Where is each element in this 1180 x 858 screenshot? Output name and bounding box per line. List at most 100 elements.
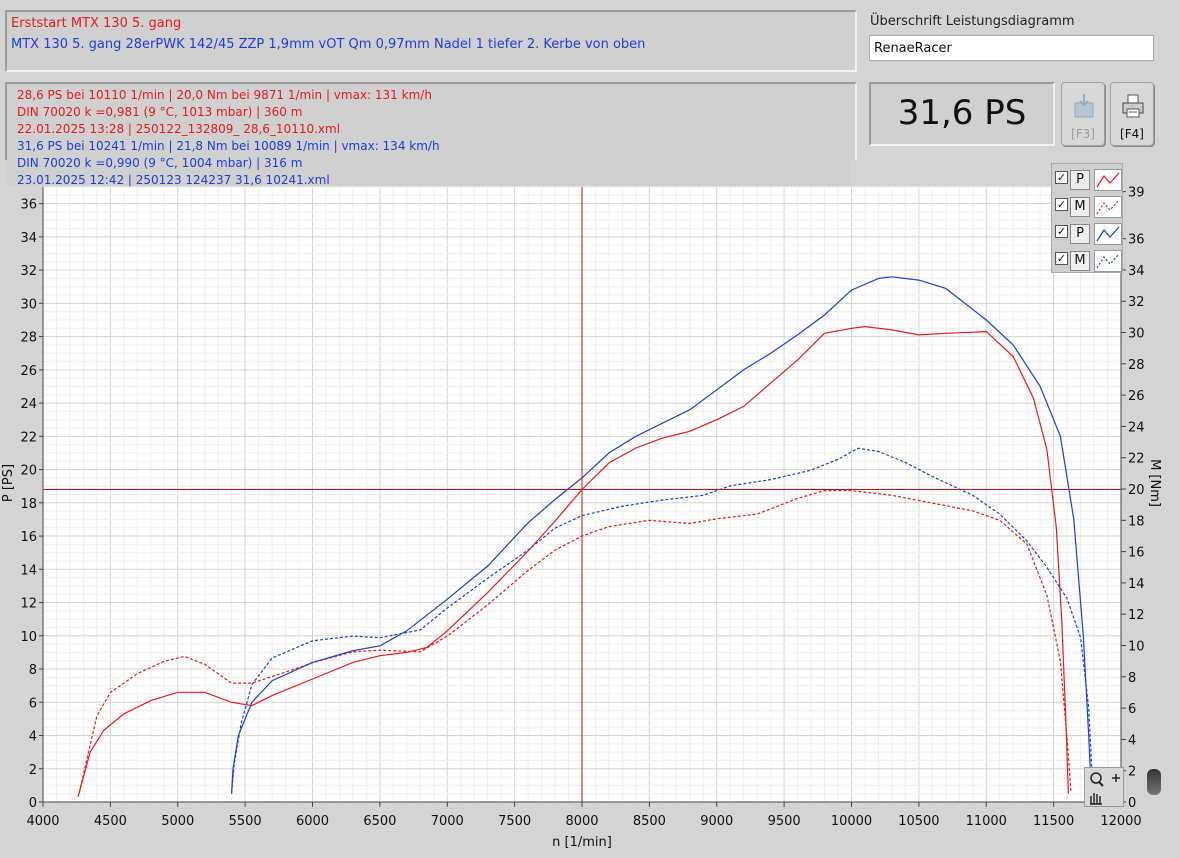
legend-letter[interactable]: P [1070, 224, 1090, 244]
y-tick-label: 12 [20, 597, 37, 612]
title-panel: Erststart MTX 130 5. gang MTX 130 5. gan… [5, 10, 857, 72]
f4-button[interactable]: [F4] [1110, 82, 1154, 146]
series-4-torque-line [231, 447, 1094, 793]
legend-row[interactable]: ✓ P [1054, 221, 1122, 247]
legend-checkbox[interactable]: ✓ [1055, 225, 1068, 238]
x-axis-label: n [1/min] [552, 835, 612, 850]
run1-summary: 28,6 PS bei 10110 1/min | 20,0 Nm bei 98… [17, 88, 432, 102]
y2-tick-label: 16 [1128, 546, 1145, 561]
y2-tick-label: 20 [1128, 483, 1145, 498]
run2-din: DIN 70020 k =0,990 (9 °C, 1004 mbar) | 3… [17, 156, 303, 170]
y-tick-label: 20 [20, 464, 37, 479]
y2-tick-label: 34 [1128, 264, 1145, 279]
x-tick-label: 8000 [565, 814, 598, 829]
x-tick-label: 12000 [1100, 814, 1141, 829]
f4-label: [F4] [1120, 127, 1144, 141]
y2-tick-label: 22 [1128, 452, 1145, 467]
info-panel: 28,6 PS bei 10110 1/min | 20,0 Nm bei 98… [7, 84, 850, 187]
zoom-pan-icon [1090, 772, 1120, 805]
legend-line-sample [1094, 250, 1122, 272]
y2-tick-label: 2 [1128, 765, 1136, 780]
x-tick-label: 4000 [26, 814, 59, 829]
y-tick-label: 30 [20, 297, 37, 312]
x-tick-label: 8500 [633, 814, 666, 829]
legend-line-sample [1094, 169, 1122, 191]
legend-row[interactable]: ✓ M [1054, 194, 1122, 220]
y-tick-label: 14 [20, 563, 37, 578]
y-axis-label: P [PS] [1, 464, 16, 502]
y-tick-label: 8 [29, 663, 37, 678]
run2-summary: 31,6 PS bei 10241 1/min | 21,8 Nm bei 10… [17, 139, 440, 153]
y2-tick-label: 36 [1128, 233, 1145, 248]
series-1-power-line [77, 325, 1069, 798]
legend-checkbox[interactable]: ✓ [1055, 252, 1068, 265]
legend-letter[interactable]: M [1070, 197, 1090, 217]
y-tick-label: 18 [20, 497, 37, 512]
y-tick-label: 4 [29, 730, 37, 745]
x-tick-label: 5000 [161, 814, 194, 829]
legend-line-sample [1094, 196, 1122, 218]
f3-button[interactable]: [F3] [1061, 82, 1105, 146]
f3-label: [F3] [1071, 127, 1095, 141]
x-tick-label: 10500 [898, 814, 939, 829]
y2-tick-label: 30 [1128, 327, 1145, 342]
legend: ✓ P ✓ M ✓ P ✓ M [1051, 163, 1123, 273]
x-tick-label: 11000 [966, 814, 1007, 829]
heading-label: Überschrift Leistungsdiagramm [870, 14, 1075, 29]
y2-tick-label: 12 [1128, 608, 1145, 623]
x-tick-label: 10000 [831, 814, 872, 829]
series-group [77, 276, 1094, 798]
y-tick-label: 22 [20, 430, 37, 445]
y2-tick-label: 18 [1128, 514, 1145, 529]
x-tick-label: 9000 [700, 814, 733, 829]
run1-din: DIN 70020 k =0,981 (9 °C, 1013 mbar) | 3… [17, 105, 303, 119]
y2-tick-label: 26 [1128, 389, 1145, 404]
x-tick-label: 4500 [94, 814, 127, 829]
legend-letter[interactable]: P [1070, 170, 1090, 190]
y2-tick-label: 32 [1128, 295, 1145, 310]
x-tick-label: 6000 [296, 814, 329, 829]
y2-tick-label: 6 [1128, 702, 1136, 717]
scroll-knob[interactable] [1147, 769, 1161, 795]
y2-tick-label: 28 [1128, 358, 1145, 373]
y-tick-label: 10 [20, 630, 37, 645]
y2-tick-label: 24 [1128, 420, 1145, 435]
y2-tick-label: 8 [1128, 671, 1136, 686]
legend-row[interactable]: ✓ M [1054, 248, 1122, 274]
legend-letter[interactable]: M [1070, 251, 1090, 271]
y2-tick-label: 10 [1128, 640, 1145, 655]
title-line-1: Erststart MTX 130 5. gang [11, 16, 182, 31]
y2-tick-label: 0 [1128, 796, 1136, 811]
y-tick-label: 6 [29, 696, 37, 711]
y2-axis-label: M [Nm] [1147, 459, 1162, 507]
title-line-2: MTX 130 5. gang 28erPWK 142/45 ZZP 1,9mm… [11, 37, 646, 52]
y-tick-label: 2 [29, 763, 37, 778]
legend-checkbox[interactable]: ✓ [1055, 198, 1068, 211]
power-display: 31,6 PS [869, 82, 1055, 146]
x-tick-label: 11500 [1033, 814, 1074, 829]
axes: 4000 4500 5000 5500 6000 6500 7000 7500 8000 8500… [20, 163, 1145, 829]
graph-tools[interactable] [1084, 767, 1124, 807]
cursor[interactable] [43, 187, 1121, 802]
y-tick-label: 16 [20, 530, 37, 545]
heading-input[interactable]: RenaeRacer [869, 35, 1154, 61]
save-icon [1074, 94, 1094, 118]
series-3-power-line [231, 276, 1092, 794]
x-tick-label: 7000 [431, 814, 464, 829]
x-tick-label: 9500 [768, 814, 801, 829]
legend-row[interactable]: ✓ P [1054, 167, 1122, 193]
y-tick-label: 34 [20, 231, 37, 246]
y2-tick-label: 14 [1128, 577, 1145, 592]
y-tick-label: 26 [20, 364, 37, 379]
print-icon [1122, 94, 1144, 118]
run1-file: 22.01.2025 13:28 | 250122_132809_ 28,6_1… [17, 122, 341, 136]
y-tick-label: 24 [20, 397, 37, 412]
legend-line-sample [1094, 223, 1122, 245]
legend-checkbox[interactable]: ✓ [1055, 171, 1068, 184]
y-tick-label: 32 [20, 264, 37, 279]
series-2-torque-line [78, 490, 1072, 793]
y-tick-label: 0 [29, 796, 37, 811]
x-tick-label: 7500 [498, 814, 531, 829]
x-tick-label: 5500 [229, 814, 262, 829]
